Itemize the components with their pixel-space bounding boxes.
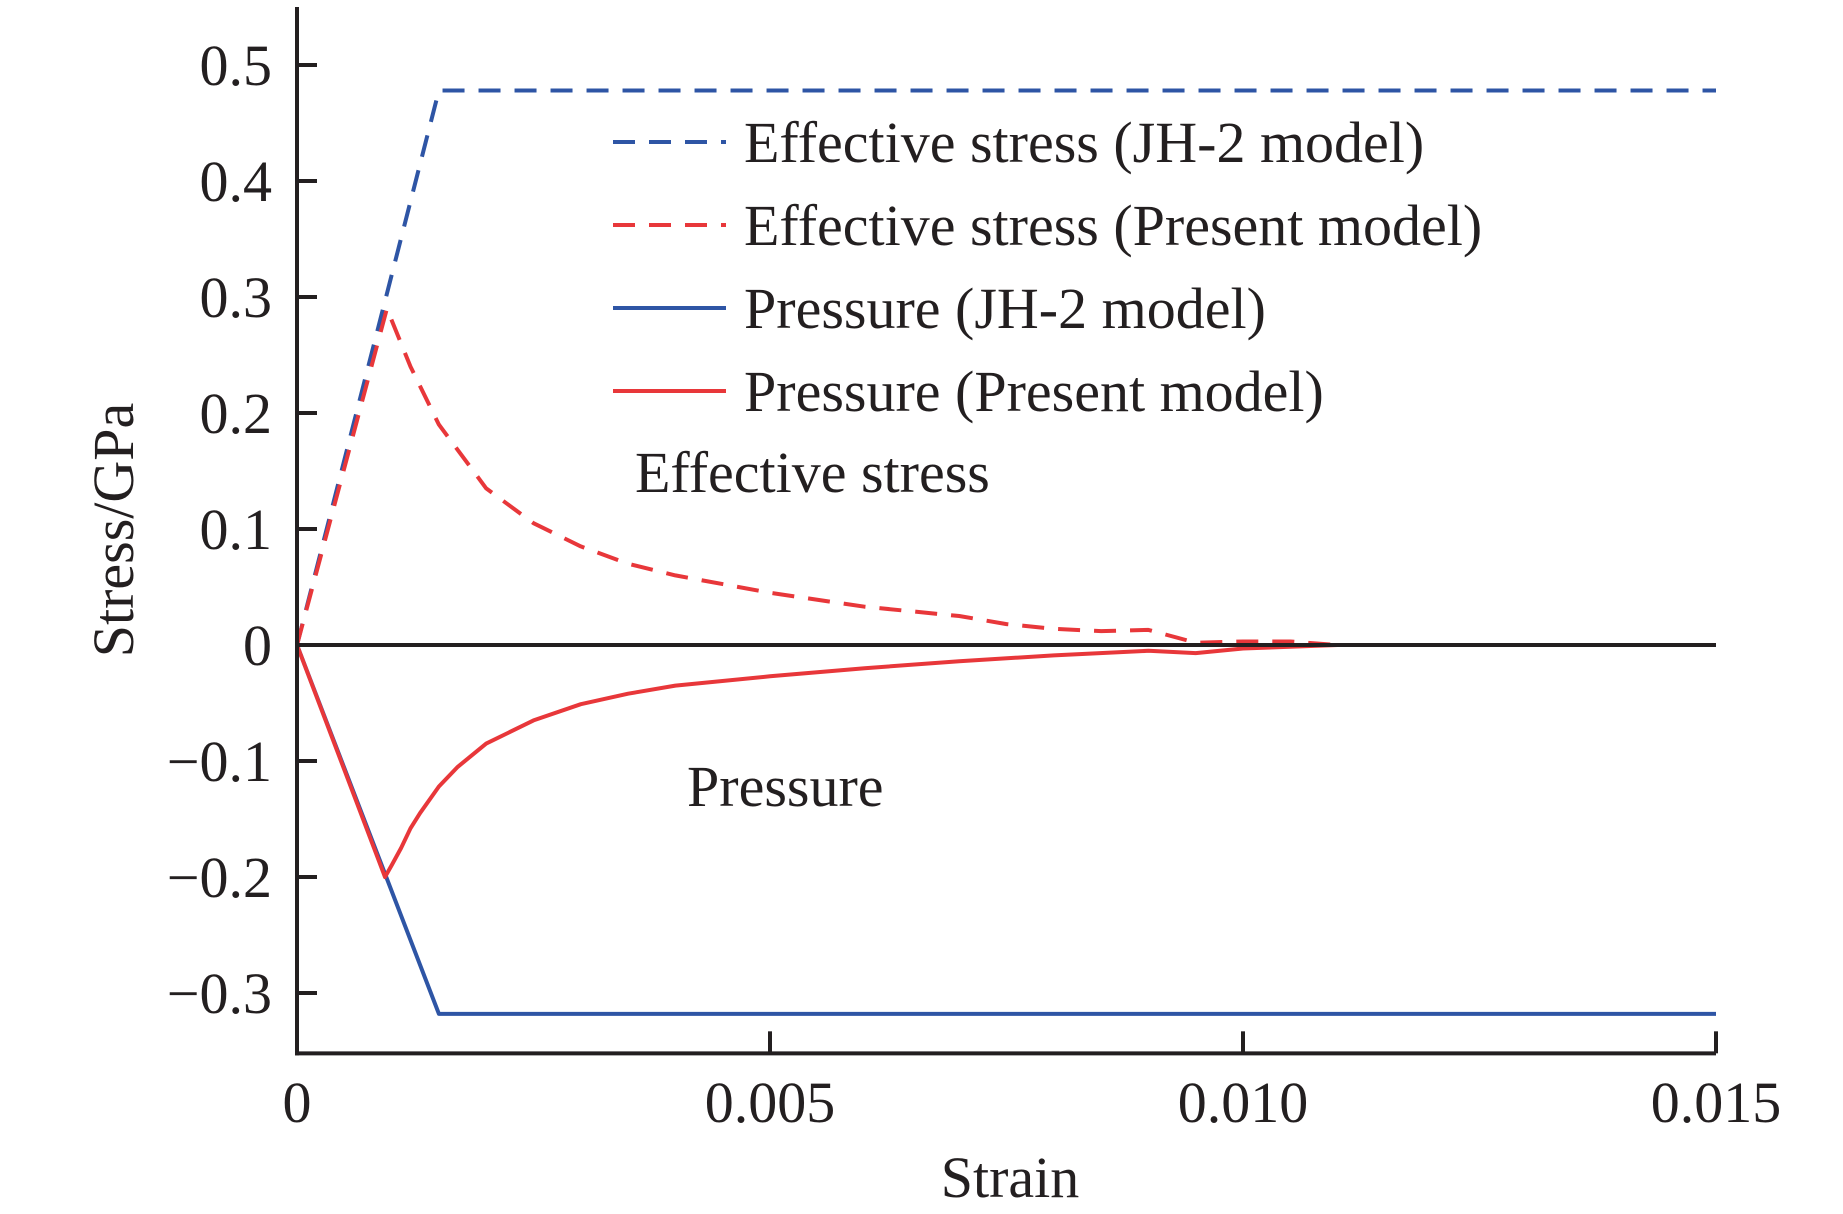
- y-tick-label: 0.1: [200, 497, 273, 562]
- x-tick-label: 0.010: [1178, 1070, 1309, 1135]
- y-tick-label: 0.5: [200, 33, 273, 98]
- x-tick-label: 0: [283, 1070, 312, 1135]
- series-line-0: [295, 88, 1716, 646]
- y-tick-label: 0.4: [200, 149, 273, 214]
- series-line-3: [295, 643, 1338, 879]
- y-tick-label: 0: [243, 613, 272, 678]
- legend-label: Effective stress (JH-2 model): [744, 110, 1424, 175]
- y-axis-label: Stress/GPa: [81, 403, 146, 658]
- x-axis-label: Strain: [941, 1145, 1080, 1210]
- y-tick-label: 0.2: [200, 381, 273, 446]
- x-tick-label: 0.005: [705, 1070, 836, 1135]
- legend-label: Effective stress (Present model): [744, 193, 1482, 258]
- series-line-1: [295, 306, 1338, 647]
- legend-label: Pressure (Present model): [744, 359, 1324, 424]
- legend-label: Pressure (JH-2 model): [744, 276, 1266, 341]
- x-tick-label: 0.015: [1651, 1070, 1782, 1135]
- y-tick-label: −0.3: [167, 961, 272, 1026]
- y-tick-label: −0.2: [167, 845, 272, 910]
- annotation-pressure: Pressure: [687, 754, 884, 819]
- series-line-2: [295, 644, 1716, 1016]
- annotation-effective-stress: Effective stress: [635, 440, 990, 505]
- y-tick-label: −0.1: [167, 729, 272, 794]
- y-tick-label: 0.3: [200, 265, 273, 330]
